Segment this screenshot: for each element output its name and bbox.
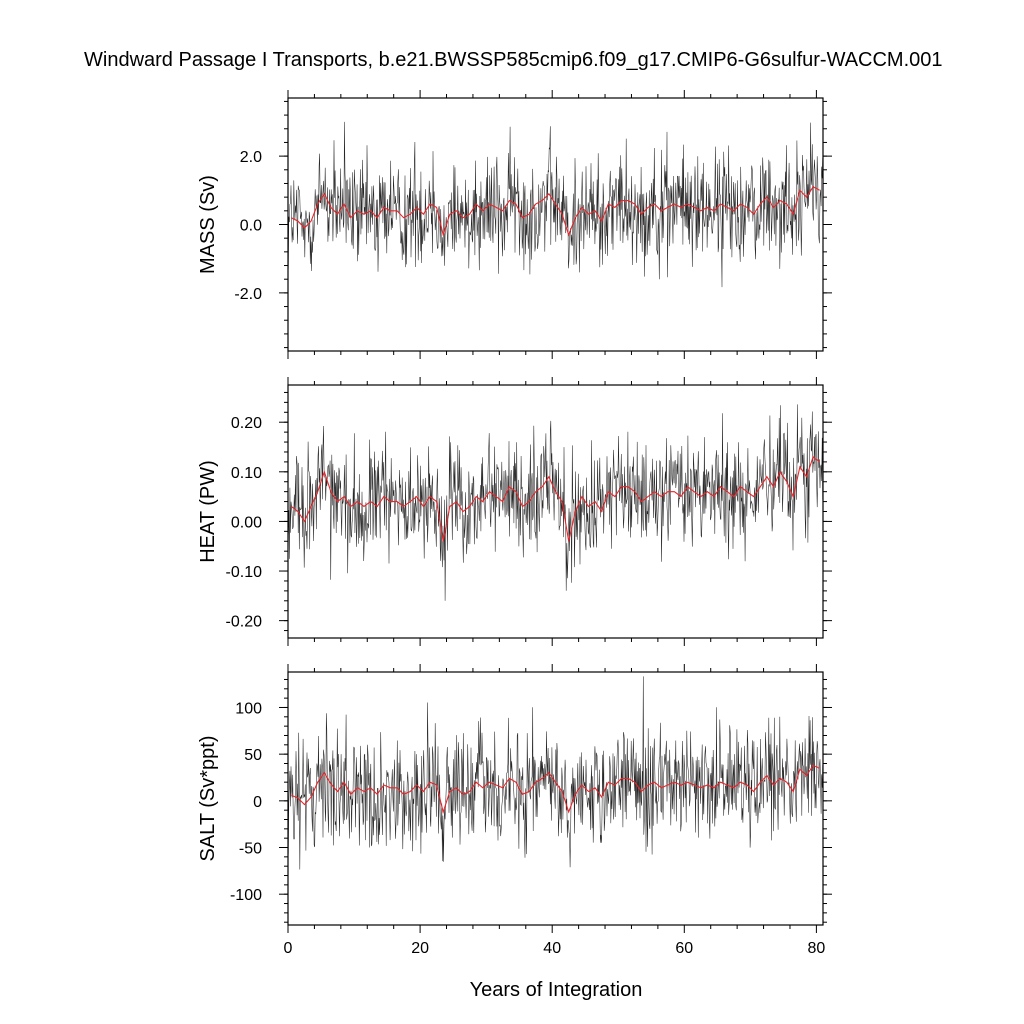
salt-y-axis-label: SALT (Sv*ppt)	[197, 736, 219, 862]
heat-y-tick-label: 0.10	[231, 465, 262, 482]
mass-y-tick-label: 0.0	[240, 218, 262, 235]
mass-y-tick-label: -2.0	[234, 286, 262, 303]
mass-y-axis-label: MASS (Sv)	[197, 175, 219, 274]
mass-annual-mean-line	[291, 186, 820, 237]
salt-x-tick-label: 80	[807, 940, 825, 957]
mass-panel: -2.0 0.0 2.0 MASS (Sv)	[197, 90, 832, 359]
salt-monthly-line	[288, 676, 823, 870]
mass-y-tick-label: 2.0	[240, 149, 262, 166]
heat-monthly-line	[288, 404, 823, 601]
figure-title: Windward Passage I Transports, b.e21.BWS…	[84, 49, 943, 71]
salt-y-tick-label: 50	[244, 747, 262, 764]
salt-x-tick-label: 40	[543, 940, 561, 957]
heat-y-tick-label: -0.10	[226, 564, 263, 581]
salt-panel: 0 20 40 60 80 -100 -50 0 50 100 SALT (Sv*ppt)	[197, 664, 832, 957]
salt-y-tick-label: 0	[253, 794, 262, 811]
salt-y-tick-label: -100	[230, 887, 262, 904]
salt-x-tick-label: 20	[411, 940, 429, 957]
salt-x-tick-label: 0	[284, 940, 293, 957]
salt-y-tick-label: -50	[239, 841, 262, 858]
x-axis-label: Years of Integration	[470, 979, 643, 1001]
salt-y-tick-label: 100	[235, 700, 262, 717]
salt-annual-mean-line	[291, 764, 820, 815]
heat-y-tick-label: 0.20	[231, 415, 262, 432]
heat-annual-mean-line	[290, 455, 821, 542]
heat-panel: -0.20 -0.10 0.00 0.10 0.20 HEAT (PW)	[197, 377, 832, 646]
heat-y-axis-label: HEAT (PW)	[197, 460, 219, 563]
salt-x-tick-label: 60	[675, 940, 693, 957]
heat-y-tick-label: -0.20	[226, 614, 263, 631]
salt-plot-frame	[287, 671, 824, 926]
mass-monthly-line	[288, 121, 823, 288]
heat-y-tick-label: 0.00	[231, 514, 262, 531]
